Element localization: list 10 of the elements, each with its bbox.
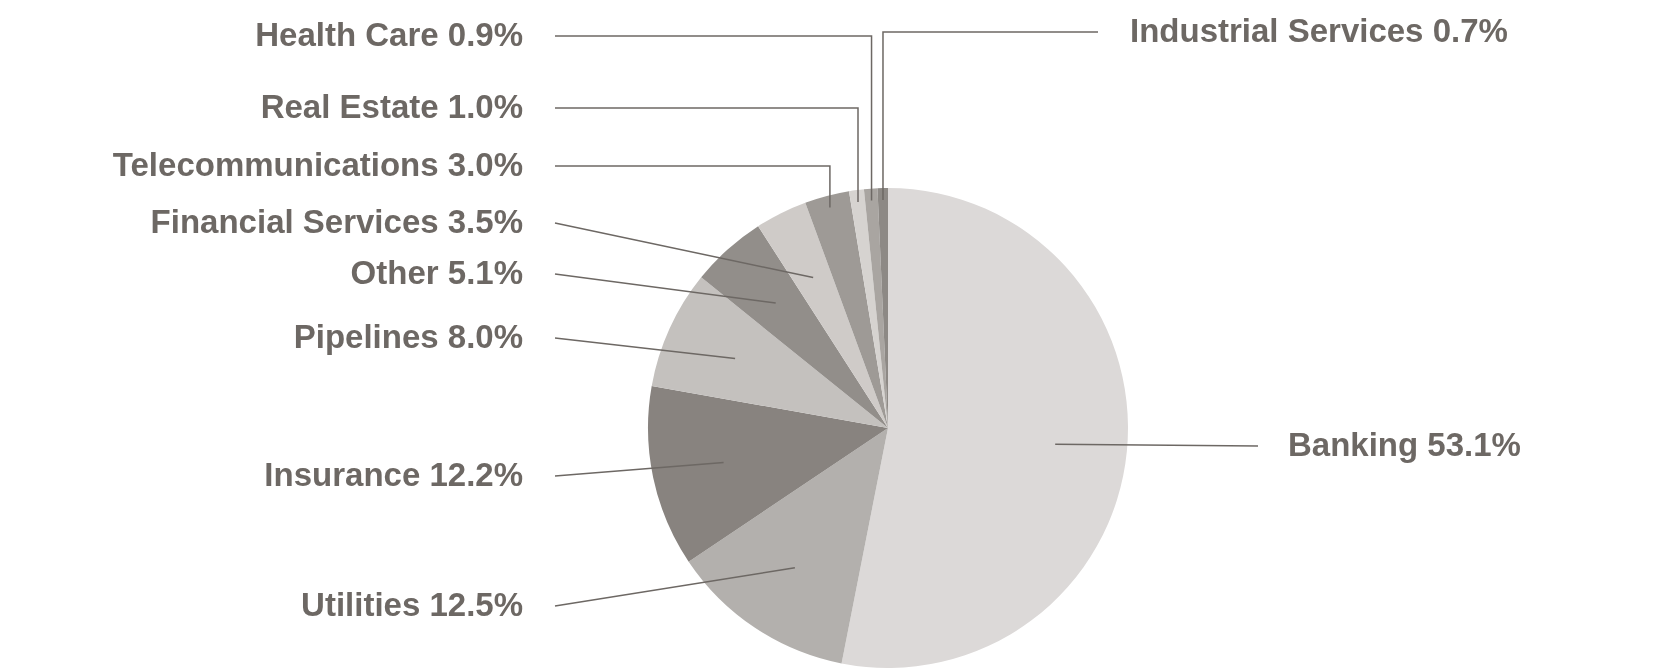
slice-label: Insurance 12.2% (264, 456, 523, 494)
slice-label: Pipelines 8.0% (293, 318, 523, 356)
slice-label: Financial Services 3.5% (150, 203, 523, 241)
slice-label: Industrial Services 0.7% (1130, 12, 1508, 50)
slice-label: Telecommunications 3.0% (112, 146, 523, 184)
slice-label: Other 5.1% (350, 254, 523, 292)
slice-label: Health Care 0.9% (255, 16, 523, 54)
slice-label: Real Estate 1.0% (260, 88, 523, 126)
slice-label: Banking 53.1% (1288, 426, 1521, 464)
slice-label: Utilities 12.5% (301, 586, 523, 624)
